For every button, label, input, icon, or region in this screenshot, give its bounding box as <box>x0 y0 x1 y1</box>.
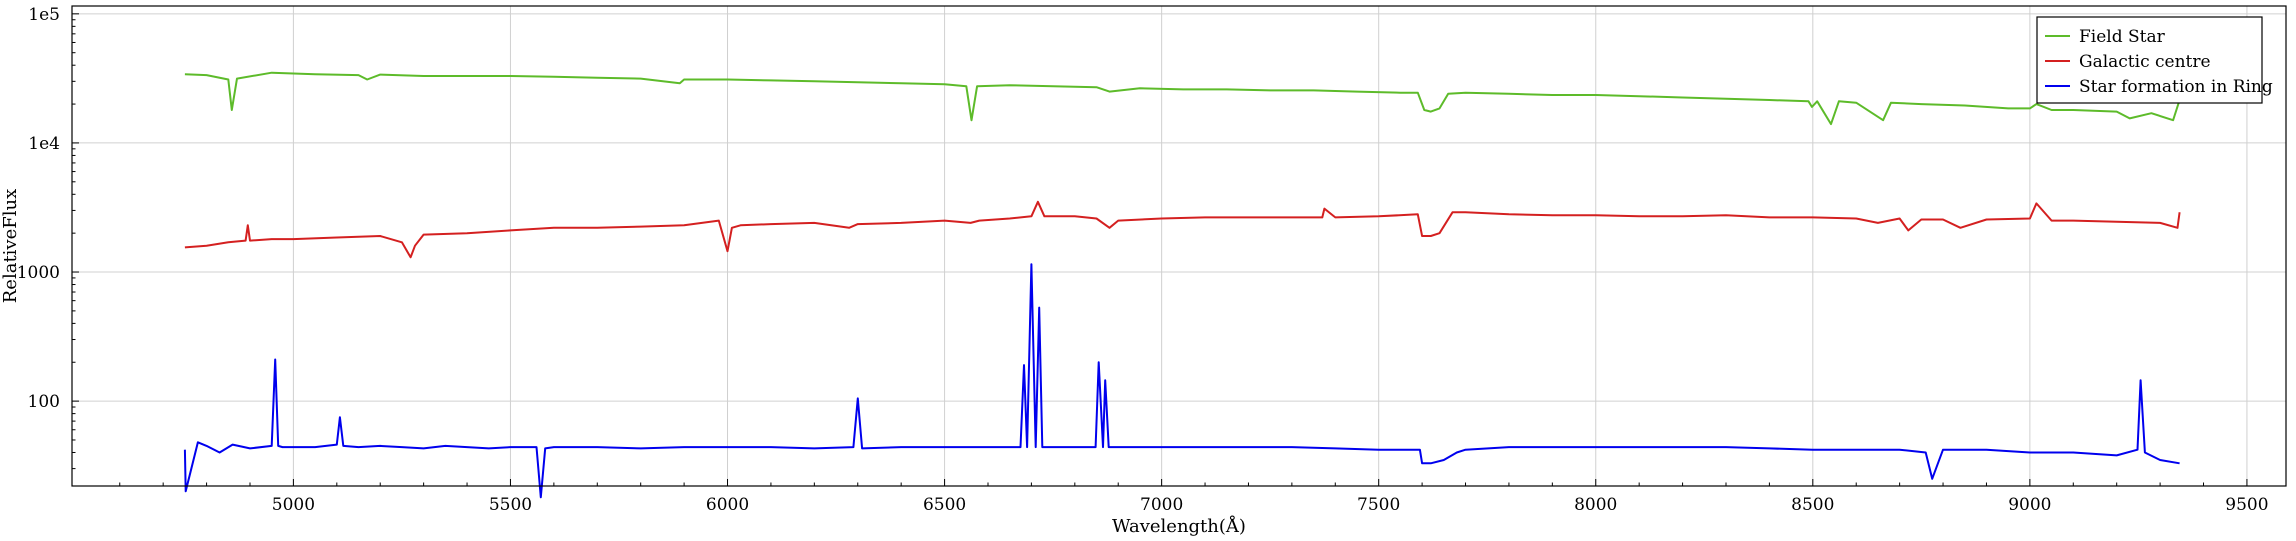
y-tick-label: 1e4 <box>28 134 60 154</box>
ticks: 5000 5500 6000 6500 7000 7500 8000 8500 9000 9500… <box>17 5 2269 515</box>
plot-frame <box>71 5 2287 487</box>
legend-label: Field Star <box>2079 27 2166 47</box>
series-line <box>183 263 2180 499</box>
legend-box <box>2036 16 2263 104</box>
series-line <box>184 200 2181 259</box>
x-tick-label: 7000 <box>1140 495 1183 515</box>
x-tick-label: 7500 <box>1357 495 1400 515</box>
grid <box>72 6 2286 486</box>
series-layer <box>183 71 2181 499</box>
x-tick-label: 9500 <box>2225 495 2268 515</box>
y-tick-label: 100 <box>28 392 60 412</box>
legend-label: Star formation in Ring <box>2079 77 2273 97</box>
x-axis-label: Wavelength(Å) <box>1112 515 1246 537</box>
x-tick-label: 5000 <box>272 495 315 515</box>
x-tick-label: 8500 <box>1791 495 1834 515</box>
x-tick-label: 8000 <box>1574 495 1617 515</box>
legend-label: Galactic centre <box>2079 52 2211 72</box>
series-line <box>184 71 2181 126</box>
x-tick-label: 9000 <box>2008 495 2051 515</box>
y-axis-label: RelativeFlux <box>0 189 21 304</box>
y-tick-label: 1000 <box>17 263 60 283</box>
legend: Field Star Galactic centre Star formation … <box>2036 16 2273 104</box>
x-tick-label: 5500 <box>489 495 532 515</box>
x-tick-label: 6500 <box>923 495 966 515</box>
y-tick-label: 1e5 <box>28 5 60 25</box>
x-tick-label: 6000 <box>706 495 749 515</box>
